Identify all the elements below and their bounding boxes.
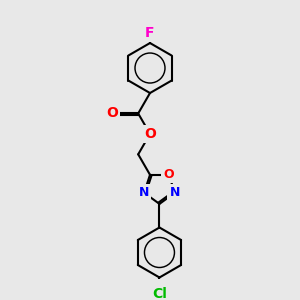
Text: N: N xyxy=(169,186,180,199)
Text: F: F xyxy=(145,26,155,40)
Text: O: O xyxy=(164,168,174,181)
Text: O: O xyxy=(106,106,118,121)
Text: Cl: Cl xyxy=(152,287,167,300)
Text: O: O xyxy=(144,127,156,141)
Text: N: N xyxy=(139,186,149,199)
